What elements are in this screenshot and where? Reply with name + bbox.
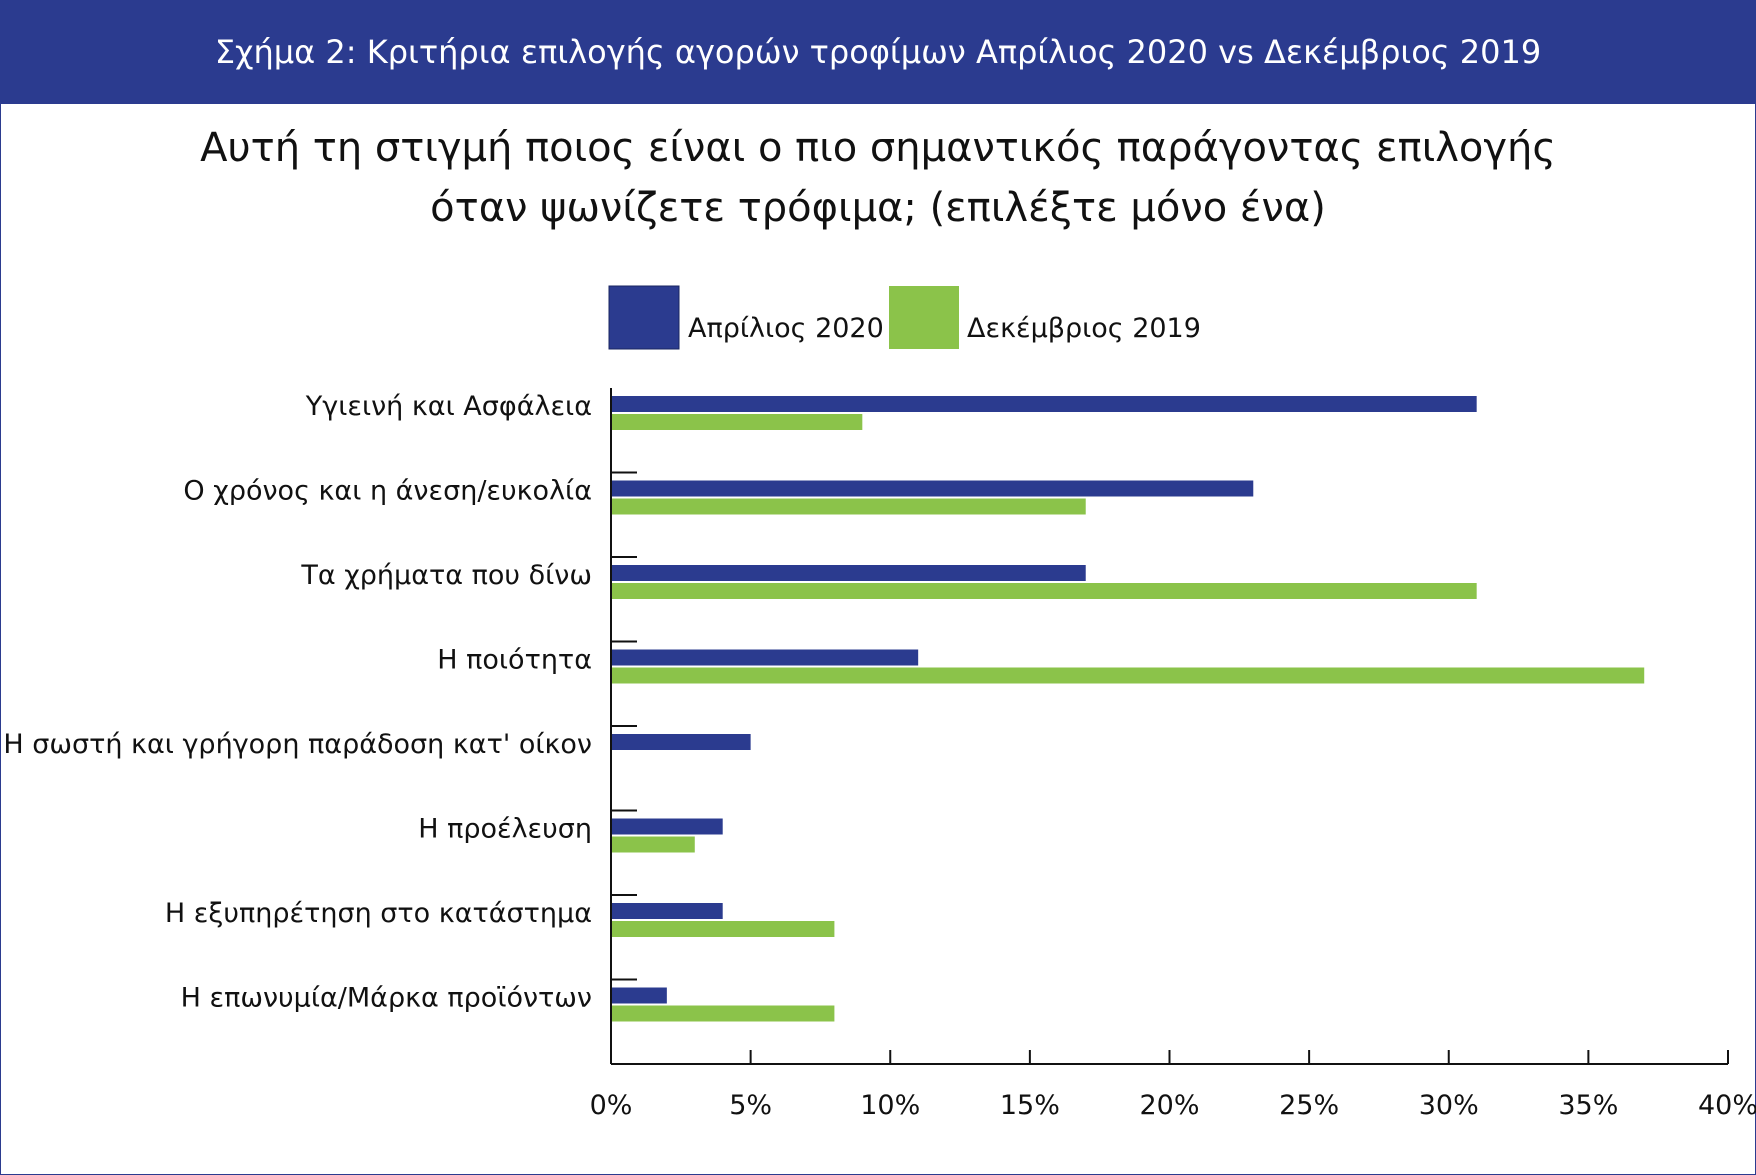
bar-1-7 xyxy=(611,903,723,919)
category-label-1: Υγιεινή και Ασφάλεια xyxy=(305,391,592,422)
x-tick-label-7: 30% xyxy=(1419,1090,1479,1121)
category-label-7: Η εξυπηρέτηση στο κατάστημα xyxy=(165,898,592,929)
x-tick-label-5: 20% xyxy=(1139,1090,1199,1121)
x-tick-label-3: 10% xyxy=(860,1090,920,1121)
x-tick-label-6: 25% xyxy=(1279,1090,1339,1121)
legend-label-2: Δεκέμβριος 2019 xyxy=(967,313,1201,344)
x-tick-label-9: 40% xyxy=(1698,1090,1756,1121)
bar-1-6 xyxy=(611,818,723,835)
bar-1-5 xyxy=(611,734,751,750)
x-tick-label-1: 0% xyxy=(590,1090,633,1121)
category-label-8: Η επωνυμία/Μάρκα προϊόντων xyxy=(181,983,592,1014)
bar-1-2 xyxy=(611,480,1254,497)
chart-title-line-1: Αυτή τη στιγμή ποιος είναι ο πιο σημαντι… xyxy=(200,125,1556,171)
chart-title: Αυτή τη στιγμή ποιος είναι ο πιο σημαντι… xyxy=(0,118,1756,238)
bar-2-3 xyxy=(611,583,1477,599)
x-tick-label-2: 5% xyxy=(729,1090,772,1121)
figure-header: Σχήμα 2: Κριτήρια επιλογής αγορών τροφίμ… xyxy=(0,0,1756,104)
figure-caption: Σχήμα 2: Κριτήρια επιλογής αγορών τροφίμ… xyxy=(214,33,1542,71)
chart-title-line-2: όταν ψωνίζετε τρόφιμα; (επιλέξτε μόνο έν… xyxy=(430,185,1326,231)
category-label-4: Η ποιότητα xyxy=(437,645,592,676)
x-tick-label-4: 15% xyxy=(1000,1090,1060,1121)
category-label-5: Η σωστή και γρήγορη παράδοση κατ' οίκον xyxy=(3,729,592,760)
legend-swatch-2 xyxy=(889,286,959,349)
bar-2-2 xyxy=(611,498,1086,515)
bar-2-7 xyxy=(611,921,835,937)
bar-1-4 xyxy=(611,649,919,666)
bar-2-1 xyxy=(611,414,863,430)
legend-label-1: Απρίλιος 2020 xyxy=(688,313,884,344)
bar-1-8 xyxy=(611,987,667,1004)
bar-1-1 xyxy=(611,396,1477,412)
bar-2-6 xyxy=(611,836,695,853)
bar-2-4 xyxy=(611,667,1645,684)
legend-swatch-1 xyxy=(608,285,680,350)
category-label-2: Ο χρόνος και η άνεση/ευκολία xyxy=(183,476,592,507)
x-tick-label-8: 35% xyxy=(1558,1090,1618,1121)
bar-2-8 xyxy=(611,1005,835,1022)
category-label-6: Η προέλευση xyxy=(418,814,592,845)
bar-1-3 xyxy=(611,565,1086,581)
category-label-3: Τα χρήματα που δίνω xyxy=(300,560,592,591)
